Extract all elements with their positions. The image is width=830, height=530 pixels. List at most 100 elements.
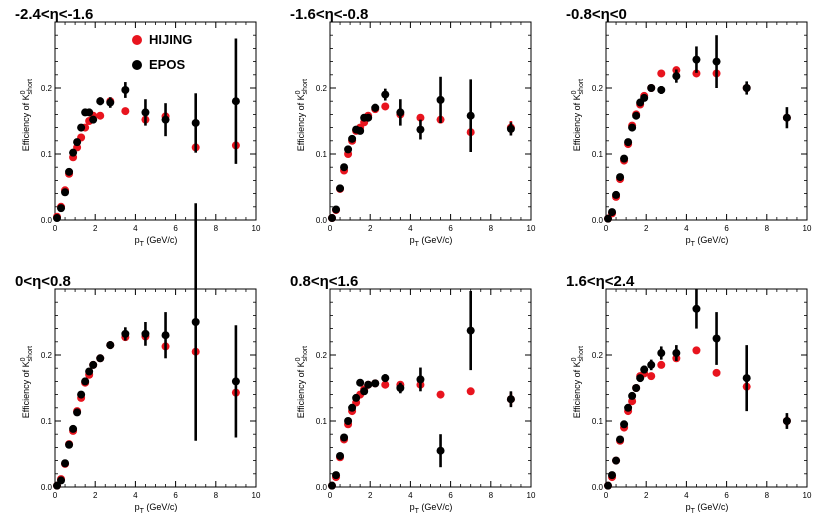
epos-point: [96, 354, 105, 363]
x-tick-label: 10: [803, 224, 812, 233]
epos-point: [416, 375, 425, 384]
chart-panel-2: 0 2 4 6 8 10 0.0 0.1 0.2 -1.6<η<-0.8 pT (GeV/c) Eff…: [290, 6, 536, 248]
epos-point: [742, 374, 751, 383]
y-axis-label: Efficiency of K0short: [20, 79, 34, 151]
series-epos: [328, 76, 515, 223]
epos-point: [672, 349, 681, 358]
epos-point: [106, 98, 115, 107]
panel-title: 0<η<0.8: [15, 273, 71, 290]
epos-point: [604, 214, 613, 223]
series-epos: [53, 38, 240, 223]
epos-point: [191, 118, 200, 127]
x-tick-label: 8: [489, 224, 494, 233]
x-tick-label: 6: [173, 224, 178, 233]
x-tick-label: 8: [214, 224, 219, 233]
chart-panel-5: 0 2 4 6 8 10 0.0 0.1 0.2 0.8<η<1.6 pT (GeV/c) Effic…: [290, 273, 536, 515]
epos-point: [332, 205, 341, 214]
epos-point: [348, 403, 357, 412]
epos-point: [121, 329, 130, 338]
epos-point: [69, 148, 78, 157]
x-tick-label: 10: [252, 224, 261, 233]
epos-point: [61, 188, 70, 197]
epos-point: [89, 115, 98, 124]
x-axis-label: pT (GeV/c): [686, 502, 729, 515]
epos-point: [636, 374, 645, 383]
hijing-point: [692, 69, 701, 78]
x-tick-label: 10: [527, 491, 536, 500]
epos-point: [620, 420, 629, 429]
epos-point: [371, 103, 380, 112]
y-axis-label: Efficiency of K0short: [295, 79, 309, 151]
y-tick-label: 0.0: [316, 483, 328, 492]
hijing-point: [121, 107, 130, 116]
epos-point: [57, 204, 66, 213]
series-hijing: [53, 332, 240, 490]
x-tick-label: 8: [765, 224, 770, 233]
epos-point: [96, 97, 105, 106]
hijing-point: [381, 380, 390, 389]
plot-frame: [329, 288, 532, 488]
epos-point: [608, 471, 617, 480]
epos-point: [742, 84, 751, 92]
x-tick-label: 10: [527, 224, 536, 233]
plot-frame: [605, 21, 808, 221]
plot-frame: [329, 21, 532, 221]
x-tick-label: 2: [644, 491, 649, 500]
epos-point: [436, 95, 445, 104]
series-epos: [604, 35, 791, 223]
x-tick-label: 6: [173, 491, 178, 500]
x-tick-label: 0: [604, 491, 609, 500]
epos-point: [121, 85, 130, 94]
x-tick-label: 6: [724, 224, 729, 233]
epos-point: [106, 341, 115, 350]
epos-point: [396, 384, 405, 392]
epos-point: [620, 154, 629, 163]
epos-point: [371, 379, 380, 388]
x-tick-label: 8: [765, 491, 770, 500]
epos-point: [692, 55, 701, 64]
x-tick-label: 2: [368, 224, 373, 233]
x-axis-label: pT (GeV/c): [410, 502, 453, 515]
epos-point: [712, 57, 721, 66]
epos-point: [381, 374, 390, 383]
epos-point: [352, 393, 361, 402]
y-axis-label: Efficiency of K0short: [295, 346, 309, 418]
epos-point: [53, 214, 62, 223]
panel-title: 1.6<η<2.4: [566, 273, 635, 290]
epos-point: [73, 408, 82, 417]
epos-point: [328, 214, 337, 223]
series-hijing: [604, 66, 791, 223]
epos-point: [506, 124, 515, 133]
chart-panel-6: 0 2 4 6 8 10 0.0 0.1 0.2 1.6<η<2.4 pT (GeV/c) Effic…: [566, 273, 812, 515]
hijing-point: [466, 387, 475, 396]
series-epos: [53, 203, 240, 490]
epos-point: [782, 417, 791, 425]
epos-point: [782, 113, 791, 122]
x-tick-label: 4: [408, 224, 413, 233]
epos-point: [73, 138, 82, 147]
panel-title: 0.8<η<1.6: [290, 273, 358, 290]
y-tick-label: 0.2: [592, 84, 604, 93]
y-tick-label: 0.2: [316, 84, 328, 93]
x-tick-label: 4: [684, 224, 689, 233]
epos-point: [191, 318, 200, 326]
epos-point: [141, 329, 150, 338]
epos-point: [332, 471, 341, 480]
panel-title: -1.6<η<-0.8: [290, 6, 368, 23]
x-tick-label: 4: [408, 491, 413, 500]
epos-point: [612, 190, 621, 199]
x-tick-label: 0: [604, 224, 609, 233]
epos-point: [436, 446, 445, 455]
hijing-point: [657, 360, 666, 369]
y-tick-label: 0.1: [41, 150, 53, 159]
panel-title: -2.4<η<-1.6: [15, 6, 93, 23]
epos-point: [61, 459, 70, 468]
epos-point: [628, 391, 637, 400]
epos-point: [608, 208, 617, 217]
legend-marker-hijing: [132, 35, 142, 45]
epos-point: [328, 481, 337, 490]
x-tick-label: 4: [684, 491, 689, 500]
epos-point: [624, 138, 633, 147]
epos-point: [161, 115, 170, 124]
epos-point: [616, 173, 625, 182]
